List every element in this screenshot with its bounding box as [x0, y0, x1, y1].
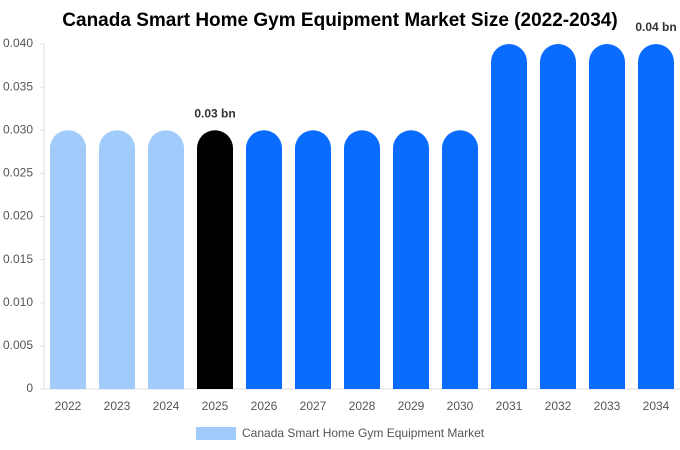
x-tick-label: 2034 — [643, 399, 670, 413]
bar — [50, 130, 86, 390]
x-tick-label: 2022 — [55, 399, 82, 413]
bar — [393, 130, 429, 390]
bar — [540, 44, 576, 389]
x-tick-label: 2025 — [202, 399, 229, 413]
bar — [295, 130, 331, 390]
value-label: 0.03 bn — [194, 106, 235, 120]
x-tick-label: 2023 — [104, 399, 131, 413]
legend-swatch — [196, 427, 236, 440]
x-tick-label: 2031 — [496, 399, 523, 413]
bar — [442, 130, 478, 390]
chart-title: Canada Smart Home Gym Equipment Market S… — [62, 10, 617, 31]
bar — [99, 130, 135, 390]
y-tick-label: 0.035 — [3, 79, 33, 93]
bar — [491, 44, 527, 389]
y-tick-label: 0.040 — [3, 36, 33, 50]
x-tick-label: 2028 — [349, 399, 376, 413]
bar — [638, 44, 674, 389]
bar — [246, 130, 282, 390]
y-tick-label: 0.025 — [3, 166, 33, 180]
bar — [589, 44, 625, 389]
bar — [197, 130, 233, 390]
x-tick-label: 2032 — [545, 399, 572, 413]
x-tick-label: 2029 — [398, 399, 425, 413]
value-label: 0.04 bn — [635, 20, 676, 34]
bar — [344, 130, 380, 390]
legend-label: Canada Smart Home Gym Equipment Market — [242, 426, 485, 440]
y-tick-label: 0.010 — [3, 295, 33, 309]
y-tick-label: 0.020 — [3, 209, 33, 223]
x-tick-label: 2033 — [594, 399, 621, 413]
bar — [148, 130, 184, 390]
y-tick-label: 0.005 — [3, 338, 33, 352]
y-tick-label: 0.030 — [3, 122, 33, 136]
y-tick-label: 0 — [26, 381, 33, 395]
x-tick-label: 2030 — [447, 399, 474, 413]
x-tick-label: 2027 — [300, 399, 327, 413]
x-tick-label: 2024 — [153, 399, 180, 413]
y-tick-label: 0.015 — [3, 252, 33, 266]
x-tick-label: 2026 — [251, 399, 278, 413]
